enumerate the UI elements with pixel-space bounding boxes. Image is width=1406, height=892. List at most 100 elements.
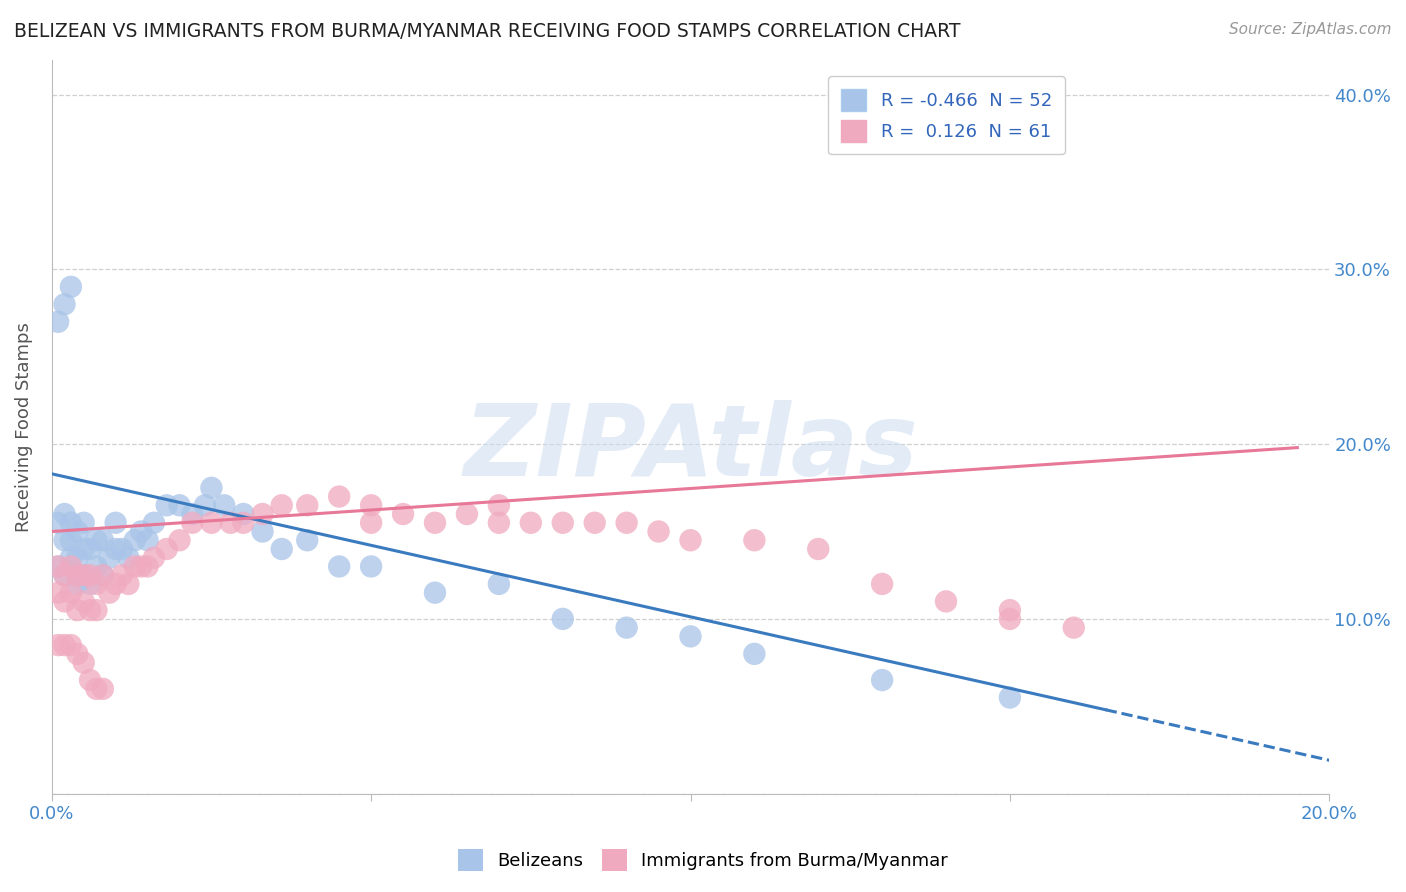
Point	[46, 638, 69, 652]
Point	[59, 516, 82, 530]
Point	[297, 533, 319, 548]
Text: ZIPAtlas: ZIPAtlas	[463, 401, 918, 497]
Point	[744, 647, 766, 661]
Point	[98, 550, 121, 565]
Point	[212, 498, 235, 512]
Point	[551, 516, 574, 530]
Point	[66, 524, 89, 539]
Text: Source: ZipAtlas.com: Source: ZipAtlas.com	[1229, 22, 1392, 37]
Point	[1063, 621, 1085, 635]
Point	[270, 541, 292, 556]
Point	[616, 516, 638, 530]
Point	[86, 603, 108, 617]
Point	[136, 559, 159, 574]
Point	[73, 656, 96, 670]
Point	[53, 533, 76, 548]
Point	[86, 577, 108, 591]
Point	[169, 498, 191, 512]
Point	[392, 507, 415, 521]
Point	[232, 507, 254, 521]
Point	[488, 498, 510, 512]
Point	[86, 559, 108, 574]
Point	[79, 541, 101, 556]
Point	[91, 568, 114, 582]
Point	[66, 568, 89, 582]
Point	[79, 673, 101, 687]
Point	[328, 559, 350, 574]
Point	[551, 612, 574, 626]
Point	[53, 568, 76, 582]
Point	[156, 541, 179, 556]
Point	[59, 533, 82, 548]
Point	[423, 585, 446, 599]
Point	[679, 533, 702, 548]
Point	[252, 524, 274, 539]
Point	[59, 280, 82, 294]
Point	[53, 638, 76, 652]
Point	[360, 559, 382, 574]
Point	[252, 507, 274, 521]
Point	[124, 533, 146, 548]
Point	[46, 585, 69, 599]
Point	[129, 559, 152, 574]
Point	[73, 568, 96, 582]
Point	[46, 516, 69, 530]
Point	[53, 594, 76, 608]
Point	[520, 516, 543, 530]
Point	[117, 550, 139, 565]
Point	[59, 559, 82, 574]
Point	[73, 568, 96, 582]
Point	[998, 603, 1021, 617]
Point	[73, 516, 96, 530]
Point	[870, 577, 893, 591]
Point	[91, 681, 114, 696]
Point	[73, 594, 96, 608]
Point	[360, 498, 382, 512]
Point	[807, 541, 830, 556]
Point	[91, 533, 114, 548]
Point	[156, 498, 179, 512]
Point	[46, 315, 69, 329]
Point	[66, 647, 89, 661]
Point	[744, 533, 766, 548]
Point	[328, 490, 350, 504]
Legend: R = -0.466  N = 52, R =  0.126  N = 61: R = -0.466 N = 52, R = 0.126 N = 61	[828, 76, 1064, 154]
Point	[200, 516, 222, 530]
Point	[124, 559, 146, 574]
Point	[136, 533, 159, 548]
Point	[456, 507, 478, 521]
Point	[46, 559, 69, 574]
Point	[129, 524, 152, 539]
Point	[53, 568, 76, 582]
Point	[79, 568, 101, 582]
Point	[66, 550, 89, 565]
Point	[98, 585, 121, 599]
Point	[66, 577, 89, 591]
Point	[870, 673, 893, 687]
Point	[86, 533, 108, 548]
Point	[142, 516, 165, 530]
Point	[583, 516, 606, 530]
Point	[59, 550, 82, 565]
Point	[111, 541, 134, 556]
Point	[423, 516, 446, 530]
Point	[73, 541, 96, 556]
Point	[360, 516, 382, 530]
Point	[142, 550, 165, 565]
Point	[104, 577, 127, 591]
Point	[998, 612, 1021, 626]
Point	[219, 516, 242, 530]
Point	[79, 603, 101, 617]
Point	[488, 577, 510, 591]
Point	[117, 577, 139, 591]
Point	[200, 481, 222, 495]
Point	[998, 690, 1021, 705]
Point	[66, 603, 89, 617]
Point	[111, 568, 134, 582]
Point	[181, 516, 204, 530]
Point	[59, 585, 82, 599]
Point	[53, 297, 76, 311]
Point	[53, 507, 76, 521]
Point	[59, 638, 82, 652]
Point	[935, 594, 957, 608]
